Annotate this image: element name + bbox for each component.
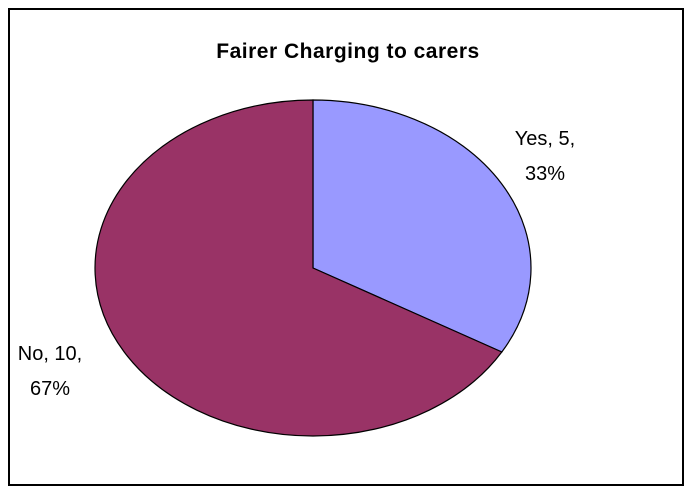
data-label-yes: Yes, 5, 33% — [515, 128, 575, 185]
pie-slice-no — [94, 99, 503, 437]
chart-frame: Fairer Charging to carers Yes, 5, 33% No, … — [8, 8, 684, 486]
pie-slice-yes — [312, 99, 532, 353]
chart-title: Fairer Charging to carers — [216, 40, 480, 63]
data-label-no: No, 10, 67% — [18, 343, 82, 400]
pie-chart: Yes, 5, 33% No, 10, 67% — [18, 99, 575, 437]
